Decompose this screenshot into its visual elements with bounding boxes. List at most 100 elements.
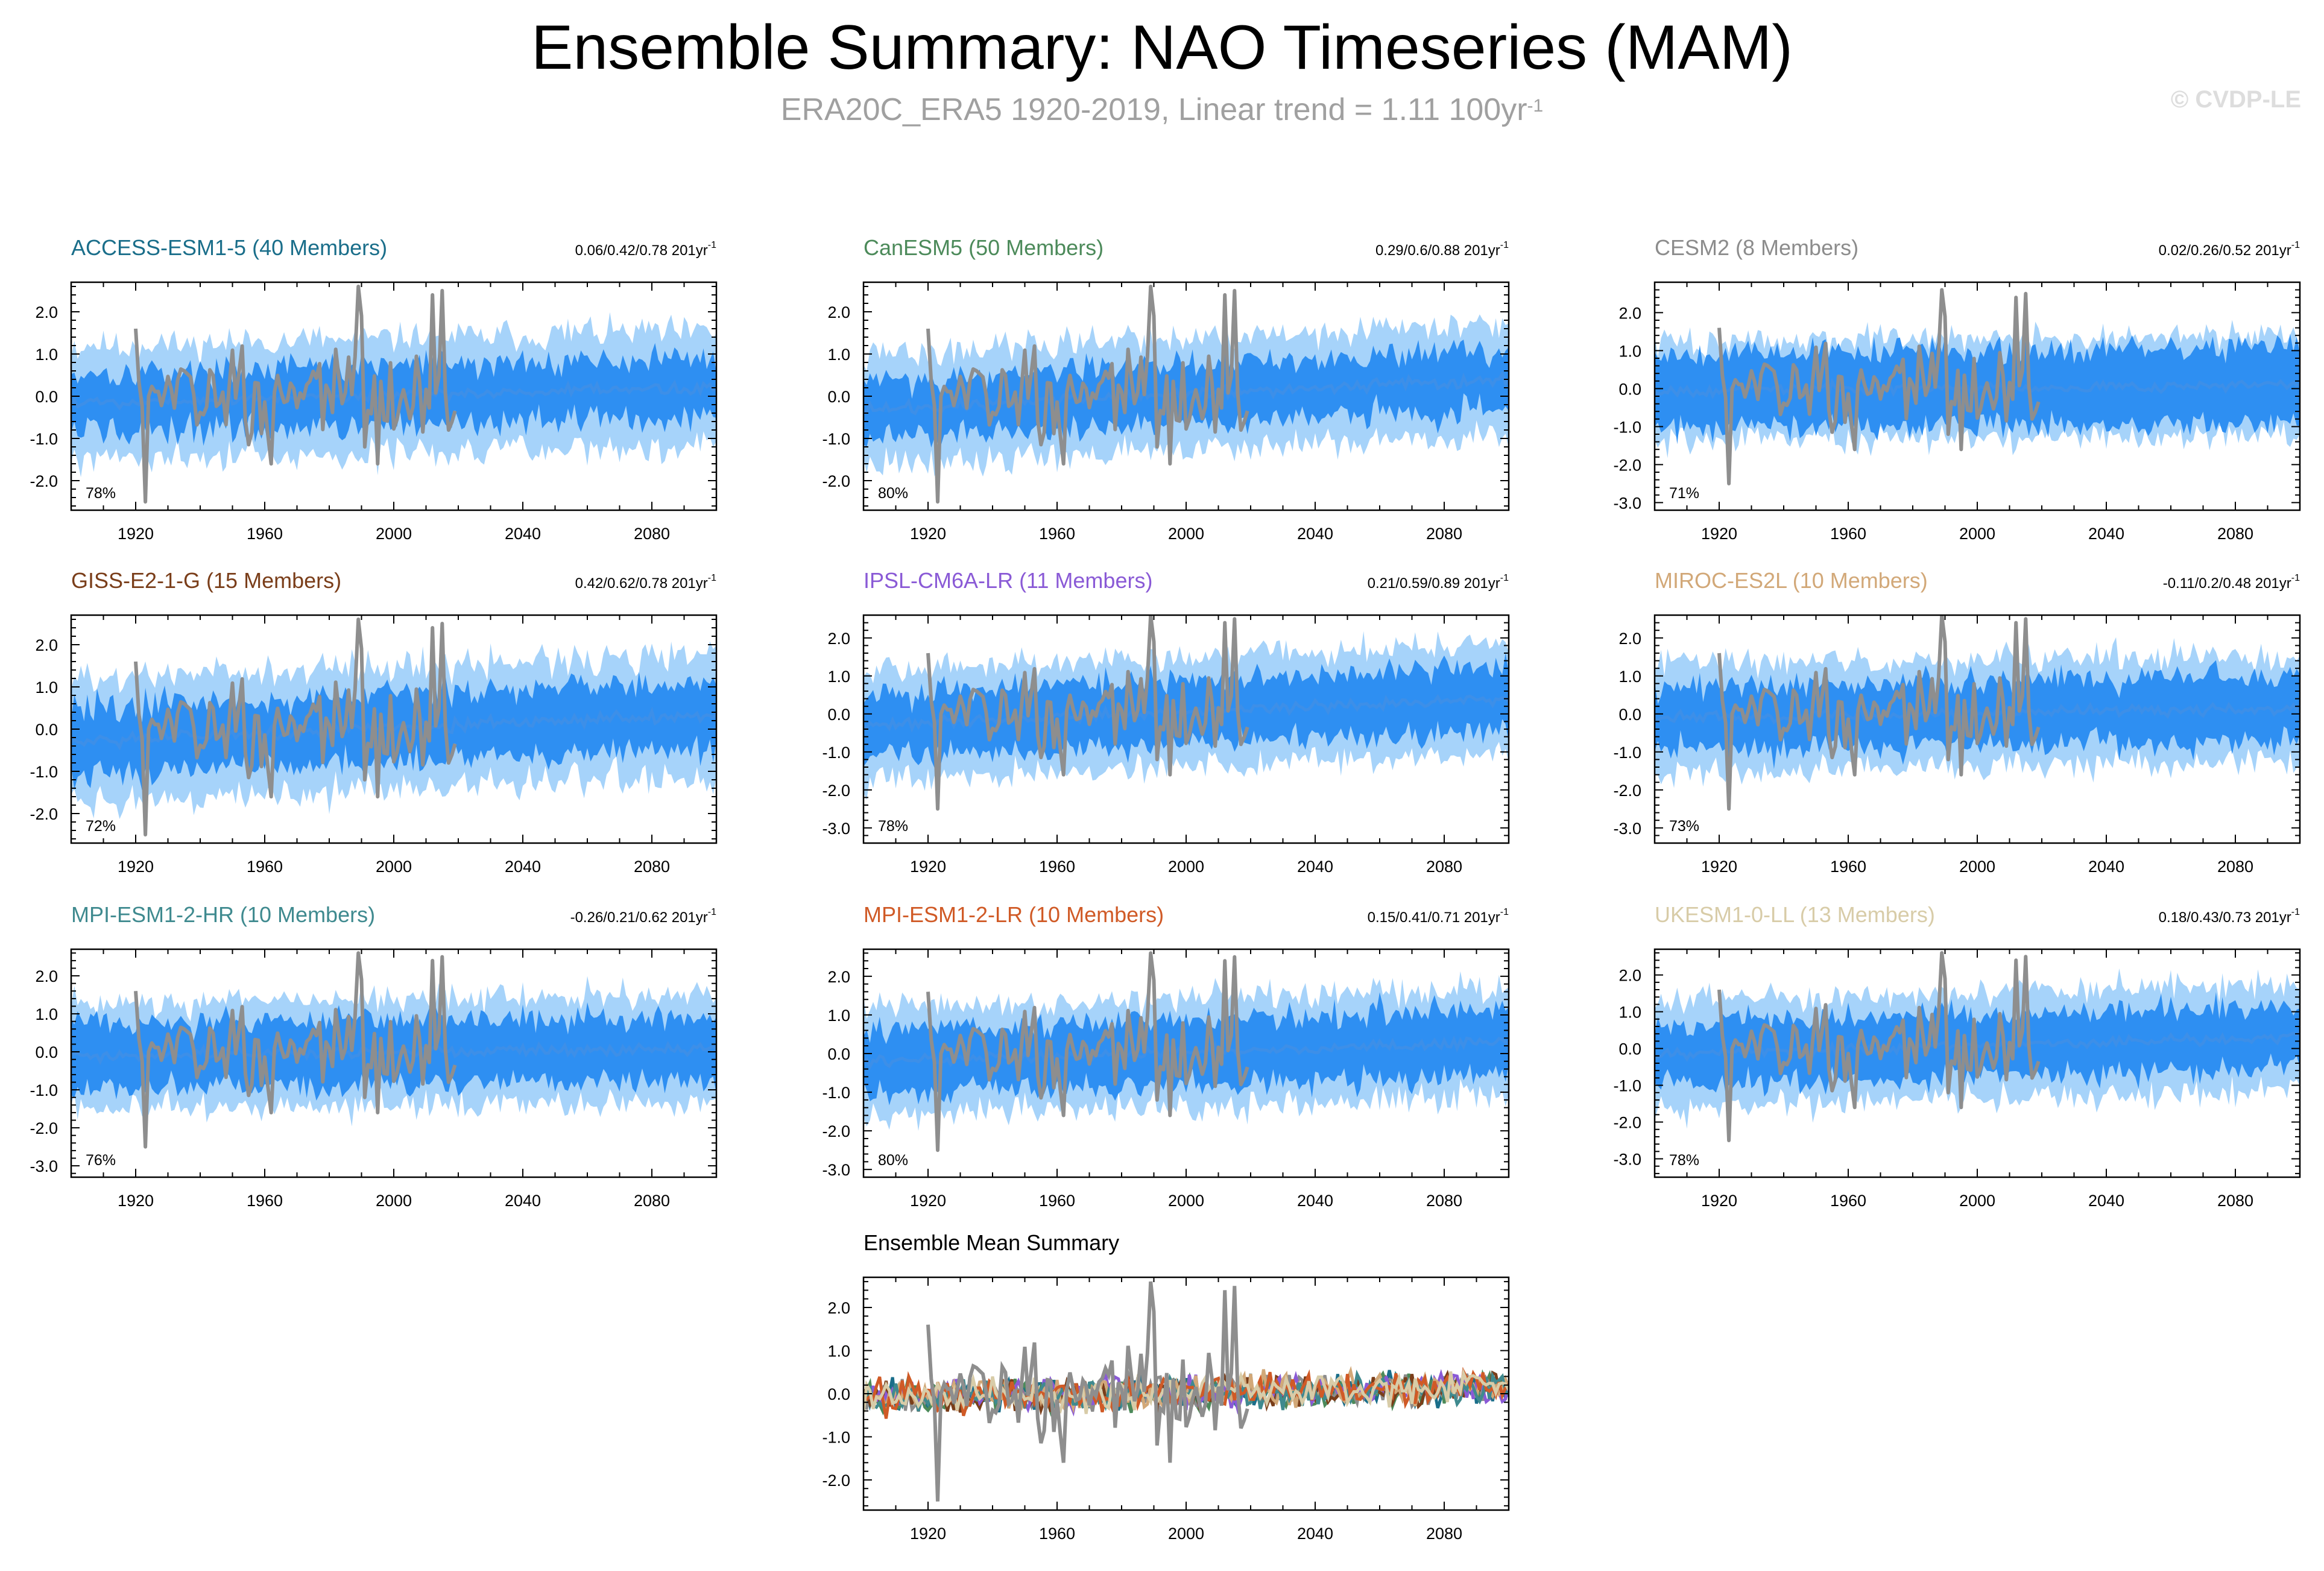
plot-area: [864, 951, 1509, 1152]
panel-title: MIROC-ES2L (10 Members): [1655, 568, 1928, 593]
y-tick-label: -1.0: [822, 1084, 850, 1102]
plot-area: [1655, 951, 2300, 1142]
y-tick-label: -1.0: [1613, 744, 1641, 762]
pattern-correlation-label: 71%: [1669, 485, 1699, 502]
y-tick-label: -3.0: [1613, 494, 1641, 512]
x-tick-label: 2040: [505, 858, 541, 876]
y-tick-label: 0.0: [35, 721, 58, 739]
x-tick-label: 2040: [1297, 1192, 1333, 1210]
observations-line: [134, 285, 457, 504]
panel-cesm2: 71% 1920 1960 2000 2040 2080 -3.0 -2.0 -1.0 0.0 1.…: [1613, 281, 2301, 543]
x-tick-label: 1920: [910, 858, 946, 876]
y-tick-label: 0.0: [827, 706, 850, 724]
observations-line: [134, 618, 457, 836]
plot-area: [1655, 288, 2300, 485]
y-tick-label: -2.0: [822, 472, 850, 490]
x-tick-label: 1960: [1830, 858, 1866, 876]
figure-subtitle: ERA20C_ERA5 1920-2019, Linear trend = 1.…: [0, 90, 2324, 129]
panel-access-esm1-5: 78% 1920 1960 2000 2040 2080 -2.0 -1.0 0.0 1.0 2.0: [30, 281, 718, 543]
y-tick-label: 2.0: [827, 303, 850, 321]
y-tick-label: -2.0: [30, 805, 58, 823]
panel-trend-label: 0.02/0.26/0.52 201yr-1: [2158, 240, 2300, 259]
y-tick-label: -1.0: [822, 430, 850, 448]
x-tick-label: 1960: [247, 525, 283, 543]
x-tick-label: 1920: [910, 525, 946, 543]
pattern-correlation-label: 78%: [1669, 1152, 1699, 1169]
x-tick-label: 2080: [2217, 858, 2253, 876]
y-tick-label: 0.0: [1618, 706, 1641, 724]
y-tick-label: 1.0: [35, 346, 58, 364]
panel-title: CanESM5 (50 Members): [864, 235, 1104, 260]
x-tick-label: 2040: [2088, 525, 2124, 543]
y-tick-label: -2.0: [1613, 1114, 1641, 1132]
plot-area: [71, 285, 716, 504]
y-tick-label: -1.0: [30, 1081, 58, 1099]
y-tick-label: 0.0: [1618, 380, 1641, 398]
subtitle-text: ERA20C_ERA5 1920-2019, Linear trend = 1.…: [780, 92, 1527, 127]
observations-line: [1717, 615, 2041, 811]
panel-trend-label: 0.42/0.62/0.78 201yr-1: [575, 573, 716, 592]
x-tick-label: 1920: [1701, 1192, 1737, 1210]
y-tick-label: 2.0: [35, 636, 58, 654]
panel-ensemble-mean-summary: 1920 1960 2000 2040 2080 -2.0 -1.0 0.0 1.0 2.0: [822, 1276, 1510, 1543]
y-tick-label: -3.0: [822, 1161, 850, 1179]
x-tick-label: 2040: [1297, 1525, 1333, 1543]
y-tick-label: -2.0: [822, 782, 850, 800]
inner-spread-band: [864, 992, 1509, 1105]
x-tick-label: 1920: [118, 1192, 154, 1210]
plot-area: [71, 618, 716, 836]
pattern-correlation-label: 78%: [86, 485, 116, 502]
plot-area: [864, 285, 1509, 504]
x-tick-label: 1920: [910, 1525, 946, 1543]
observations-line: [1717, 288, 2041, 485]
y-tick-label: 1.0: [827, 346, 850, 364]
panel-giss-e2-1-g: 72% 1920 1960 2000 2040 2080 -2.0 -1.0 0.0 1.0 2.0: [30, 614, 718, 876]
y-tick-label: -3.0: [822, 820, 850, 838]
pattern-correlation-label: 72%: [86, 818, 116, 835]
y-tick-label: 0.0: [35, 388, 58, 406]
x-tick-label: 1960: [247, 858, 283, 876]
x-tick-label: 2080: [634, 1192, 670, 1210]
x-tick-label: 1920: [118, 525, 154, 543]
panel-title: MPI-ESM1-2-LR (10 Members): [864, 902, 1164, 927]
y-tick-label: -2.0: [822, 1122, 850, 1140]
y-tick-label: 1.0: [827, 1342, 850, 1361]
x-tick-label: 2040: [1297, 525, 1333, 543]
y-tick-label: 0.0: [1618, 1040, 1641, 1058]
x-tick-label: 2040: [1297, 858, 1333, 876]
plot-area: [71, 951, 716, 1149]
series-line-era20c-era5: [926, 1281, 1249, 1502]
panel-mpi-esm1-2-hr: 76% 1920 1960 2000 2040 2080 -3.0 -2.0 -1.0 0.0 1.…: [30, 948, 718, 1210]
panel-trend-label: -0.26/0.21/0.62 201yr-1: [570, 907, 716, 926]
panel-title: UKESM1-0-LL (13 Members): [1655, 902, 1935, 927]
panel-ukesm1-0-ll: 78% 1920 1960 2000 2040 2080 -3.0 -2.0 -1.0 0.0 1.…: [1613, 948, 2301, 1210]
y-tick-label: 1.0: [827, 1007, 850, 1025]
x-tick-label: 2080: [1426, 1192, 1462, 1210]
y-tick-label: -1.0: [30, 430, 58, 448]
panel-title: MPI-ESM1-2-HR (10 Members): [71, 902, 376, 927]
cvdp-watermark: © CVDP-LE: [2170, 86, 2301, 113]
x-tick-label: 2000: [1959, 858, 1995, 876]
x-tick-label: 2000: [376, 525, 412, 543]
plot-area: [864, 615, 1509, 811]
y-tick-label: -3.0: [1613, 1151, 1641, 1169]
y-tick-label: -2.0: [30, 472, 58, 490]
x-tick-label: 1960: [1830, 525, 1866, 543]
plot-area: [864, 1281, 1509, 1502]
y-tick-label: 2.0: [1618, 967, 1641, 985]
pattern-correlation-label: 76%: [86, 1152, 116, 1169]
x-tick-label: 1960: [1039, 1525, 1075, 1543]
x-tick-label: 2000: [376, 1192, 412, 1210]
panel-title: IPSL-CM6A-LR (11 Members): [864, 568, 1153, 593]
panel-canesm5: 80% 1920 1960 2000 2040 2080 -2.0 -1.0 0.0 1.0 2.0: [822, 281, 1510, 543]
y-tick-label: 1.0: [827, 668, 850, 686]
observations-line: [926, 951, 1249, 1152]
x-tick-label: 1920: [1701, 525, 1737, 543]
y-tick-label: 2.0: [827, 630, 850, 648]
observations-line: [1717, 951, 2041, 1142]
y-tick-label: -1.0: [822, 744, 850, 762]
plot-area: [1655, 615, 2300, 811]
y-tick-label: -1.0: [1613, 1077, 1641, 1095]
y-tick-label: 1.0: [1618, 342, 1641, 360]
